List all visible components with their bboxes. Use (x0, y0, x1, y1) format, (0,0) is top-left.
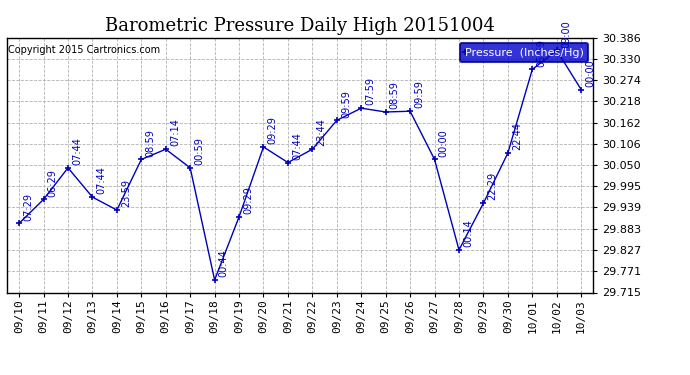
Text: 06:29: 06:29 (48, 169, 58, 196)
Pressure  (Inches/Hg) (88, 195, 97, 200)
Pressure  (Inches/Hg) (137, 157, 146, 162)
Text: Copyright 2015 Cartronics.com: Copyright 2015 Cartronics.com (8, 45, 160, 55)
Pressure  (Inches/Hg) (186, 166, 195, 170)
Pressure  (Inches/Hg) (112, 208, 121, 212)
Pressure  (Inches/Hg) (553, 48, 561, 52)
Pressure  (Inches/Hg) (357, 106, 366, 110)
Text: 08:59: 08:59 (146, 129, 155, 157)
Pressure  (Inches/Hg) (259, 145, 268, 149)
Pressure  (Inches/Hg) (480, 201, 488, 206)
Pressure  (Inches/Hg) (15, 221, 23, 226)
Pressure  (Inches/Hg) (333, 118, 341, 123)
Text: 07:44: 07:44 (72, 137, 82, 165)
Pressure  (Inches/Hg) (39, 197, 48, 202)
Pressure  (Inches/Hg) (406, 109, 414, 114)
Text: 09:59: 09:59 (341, 90, 351, 118)
Text: 23:59: 23:59 (121, 179, 131, 207)
Pressure  (Inches/Hg) (210, 278, 219, 282)
Text: 09:00: 09:00 (561, 20, 571, 48)
Pressure  (Inches/Hg) (235, 214, 243, 219)
Line: Pressure  (Inches/Hg): Pressure (Inches/Hg) (16, 47, 584, 284)
Text: 07:14: 07:14 (170, 118, 180, 147)
Title: Barometric Pressure Daily High 20151004: Barometric Pressure Daily High 20151004 (105, 16, 495, 34)
Text: 00:59: 00:59 (195, 137, 204, 165)
Pressure  (Inches/Hg) (504, 151, 512, 155)
Text: 09:29: 09:29 (268, 116, 277, 144)
Pressure  (Inches/Hg) (528, 67, 536, 72)
Text: 23:44: 23:44 (317, 118, 326, 147)
Text: 06:59: 06:59 (536, 39, 546, 67)
Legend: Pressure  (Inches/Hg): Pressure (Inches/Hg) (460, 43, 588, 62)
Pressure  (Inches/Hg) (455, 248, 463, 252)
Text: 00:44: 00:44 (219, 249, 229, 277)
Pressure  (Inches/Hg) (284, 160, 292, 165)
Text: 07:44: 07:44 (292, 132, 302, 160)
Text: 00:00: 00:00 (585, 59, 595, 87)
Pressure  (Inches/Hg) (161, 147, 170, 152)
Pressure  (Inches/Hg) (577, 87, 585, 92)
Text: 22:29: 22:29 (488, 172, 497, 200)
Text: 09:29: 09:29 (243, 186, 253, 214)
Text: 08:59: 08:59 (390, 81, 400, 109)
Pressure  (Inches/Hg) (431, 157, 439, 162)
Pressure  (Inches/Hg) (64, 166, 72, 170)
Text: 09:59: 09:59 (414, 81, 424, 108)
Text: 07:44: 07:44 (97, 166, 106, 194)
Text: 07:29: 07:29 (23, 192, 33, 220)
Pressure  (Inches/Hg) (308, 147, 317, 152)
Text: 00:00: 00:00 (439, 129, 449, 157)
Text: 00:14: 00:14 (463, 219, 473, 247)
Text: 07:59: 07:59 (366, 77, 375, 105)
Pressure  (Inches/Hg) (382, 110, 390, 114)
Text: 22:44: 22:44 (512, 122, 522, 150)
